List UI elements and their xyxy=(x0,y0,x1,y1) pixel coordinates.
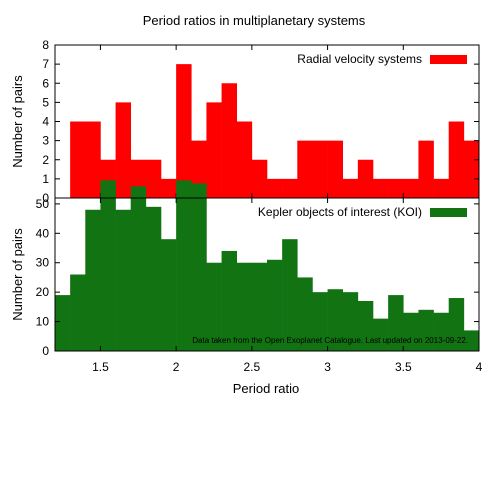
koi-y-tick-label: 10 xyxy=(36,315,50,329)
radial-velocity-legend-swatch xyxy=(430,55,467,64)
radial-velocity-bar xyxy=(388,178,404,199)
koi-bar xyxy=(206,262,222,351)
koi-bar xyxy=(448,298,465,351)
koi-bar xyxy=(236,262,253,351)
radial-velocity-y-tick-label: 4 xyxy=(42,115,49,129)
radial-velocity-bar xyxy=(206,102,222,199)
koi-bar xyxy=(373,318,389,351)
koi-bar xyxy=(251,262,268,351)
radial-velocity-bar xyxy=(297,140,313,199)
radial-velocity-bar xyxy=(418,140,434,199)
koi-bar xyxy=(433,312,450,351)
radial-velocity-bar xyxy=(161,178,177,199)
radial-velocity-legend-label: Radial velocity systems xyxy=(297,52,422,66)
koi-bar xyxy=(267,259,283,351)
radial-velocity-bar xyxy=(342,178,359,199)
koi-y-tick-label: 0 xyxy=(42,344,49,358)
radial-velocity-bar xyxy=(463,140,480,199)
koi-bar xyxy=(418,309,434,351)
koi-legend: Kepler objects of interest (KOI) xyxy=(258,205,467,219)
koi-y-tick-label: 40 xyxy=(36,226,50,240)
data-source-note: Data taken from the Open Exoplanet Catal… xyxy=(192,336,468,345)
radial-velocity-bar xyxy=(312,140,328,199)
koi-y-tick-label: 30 xyxy=(36,256,50,270)
x-tick-label: 2 xyxy=(173,360,180,374)
radial-velocity-y-axis-title: Number of pairs xyxy=(10,75,25,168)
koi-bar xyxy=(100,180,116,351)
radial-velocity-bar xyxy=(448,121,465,198)
koi-plot-frame xyxy=(54,197,480,352)
koi-ticks xyxy=(55,198,480,352)
radial-velocity-y-tick-label: 8 xyxy=(42,38,49,52)
koi-bar xyxy=(403,312,419,351)
koi-bar xyxy=(55,295,71,351)
koi-bar xyxy=(115,209,132,351)
x-tick-label: 1.5 xyxy=(92,360,109,374)
radial-velocity-bar xyxy=(267,178,283,199)
radial-velocity-y-tick-labels: 0 1 2 3 4 5 6 7 8 xyxy=(42,38,49,205)
koi-bar xyxy=(388,295,404,351)
koi-bar xyxy=(297,277,313,351)
chart-title: Period ratios in multiplanetary systems xyxy=(143,13,366,28)
radial-velocity-bar xyxy=(251,159,268,198)
koi-y-tick-labels: 0 10 20 30 40 50 xyxy=(36,197,50,358)
koi-bar xyxy=(130,186,147,351)
radial-velocity-y-tick-label: 3 xyxy=(42,134,49,148)
radial-velocity-bar xyxy=(357,159,374,198)
koi-bar xyxy=(312,292,328,351)
radial-velocity-legend: Radial velocity systems xyxy=(297,52,467,66)
radial-velocity-bar xyxy=(145,159,162,198)
radial-velocity-bar xyxy=(115,102,132,199)
koi-bar xyxy=(145,206,162,351)
radial-velocity-y-tick-label: 6 xyxy=(42,76,49,90)
radial-velocity-bar xyxy=(221,83,238,198)
radial-velocity-y-tick-label: 1 xyxy=(42,172,49,186)
koi-bar xyxy=(282,239,298,351)
koi-bar xyxy=(85,209,101,351)
radial-velocity-ticks xyxy=(55,44,480,199)
x-axis-title: Period ratio xyxy=(233,381,299,396)
koi-legend-swatch xyxy=(430,208,467,217)
koi-bar xyxy=(221,250,238,351)
radial-velocity-y-tick-label: 0 xyxy=(42,191,49,205)
koi-y-tick-label: 20 xyxy=(36,285,50,299)
koi-bar xyxy=(191,183,207,351)
koi-bar xyxy=(357,300,374,351)
x-tick-labels: 1.5 2 2.5 3 3.5 4 xyxy=(92,360,483,374)
radial-velocity-bar xyxy=(282,178,298,199)
koi-bars xyxy=(55,180,480,351)
radial-velocity-bar xyxy=(373,178,389,199)
x-tick-label: 2.5 xyxy=(244,360,261,374)
radial-velocity-bars xyxy=(70,64,480,199)
x-tick-label: 3.5 xyxy=(395,360,412,374)
koi-bar xyxy=(327,289,344,351)
koi-bar xyxy=(342,292,359,351)
radial-velocity-bar xyxy=(403,178,419,199)
radial-velocity-bar xyxy=(70,121,86,198)
radial-velocity-y-tick-label: 2 xyxy=(42,153,49,167)
radial-velocity-y-tick-label: 7 xyxy=(42,57,49,71)
radial-velocity-bar xyxy=(433,178,450,199)
x-tick-label: 3 xyxy=(324,360,331,374)
koi-bar xyxy=(176,180,192,351)
koi-bar xyxy=(70,274,86,351)
koi-panel: 0 10 20 30 40 50 Number of pairs Kepler objec… xyxy=(10,180,480,358)
koi-bar xyxy=(463,330,480,351)
koi-bar xyxy=(161,239,177,351)
radial-velocity-panel: 0 1 2 3 4 5 6 7 8 Number of pairs Radial velocit… xyxy=(10,38,480,205)
koi-y-tick-label: 50 xyxy=(36,197,50,211)
x-tick-label: 4 xyxy=(476,360,483,374)
radial-velocity-bar xyxy=(176,64,192,199)
radial-velocity-bar xyxy=(327,140,344,199)
radial-velocity-bar xyxy=(85,121,101,198)
koi-y-axis-title: Number of pairs xyxy=(10,228,25,321)
radial-velocity-bar xyxy=(236,121,253,198)
koi-legend-label: Kepler objects of interest (KOI) xyxy=(258,205,422,219)
radial-velocity-y-tick-label: 5 xyxy=(42,95,49,109)
